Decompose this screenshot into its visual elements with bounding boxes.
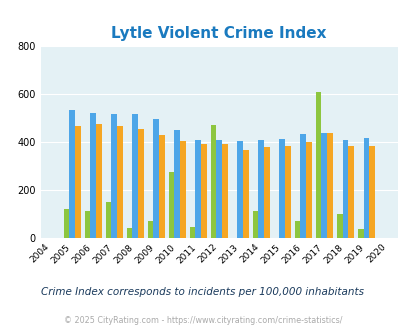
Bar — [111, 115, 117, 238]
Bar — [105, 202, 111, 238]
Bar — [84, 211, 90, 238]
Bar — [347, 146, 353, 238]
Bar — [258, 140, 264, 238]
Bar — [200, 144, 206, 238]
Bar — [315, 92, 321, 238]
Bar — [216, 140, 222, 238]
Bar — [153, 119, 159, 238]
Bar — [195, 140, 200, 238]
Text: Crime Index corresponds to incidents per 100,000 inhabitants: Crime Index corresponds to incidents per… — [41, 287, 364, 297]
Bar — [368, 146, 374, 238]
Text: © 2025 CityRating.com - https://www.cityrating.com/crime-statistics/: © 2025 CityRating.com - https://www.city… — [64, 315, 341, 325]
Bar — [75, 126, 81, 238]
Bar — [237, 142, 243, 238]
Bar — [362, 138, 368, 238]
Bar — [279, 139, 284, 238]
Bar — [222, 144, 227, 238]
Bar — [117, 126, 122, 238]
Bar — [90, 113, 96, 238]
Bar — [300, 134, 305, 238]
Bar — [336, 214, 342, 238]
Bar — [294, 221, 300, 238]
Bar — [96, 124, 101, 238]
Title: Lytle Violent Crime Index: Lytle Violent Crime Index — [111, 26, 326, 41]
Bar — [342, 140, 347, 238]
Bar — [174, 130, 179, 238]
Bar — [284, 146, 290, 238]
Bar — [305, 142, 311, 238]
Bar — [64, 209, 69, 238]
Bar — [69, 110, 75, 238]
Bar — [357, 229, 362, 238]
Bar — [132, 115, 138, 238]
Bar — [264, 147, 269, 238]
Bar — [321, 133, 326, 238]
Bar — [210, 125, 216, 238]
Bar — [252, 211, 258, 238]
Bar — [243, 149, 248, 238]
Bar — [189, 227, 195, 238]
Bar — [126, 228, 132, 238]
Bar — [179, 141, 185, 238]
Bar — [159, 135, 164, 238]
Bar — [138, 129, 143, 238]
Bar — [326, 133, 332, 238]
Bar — [147, 221, 153, 238]
Bar — [168, 172, 174, 238]
